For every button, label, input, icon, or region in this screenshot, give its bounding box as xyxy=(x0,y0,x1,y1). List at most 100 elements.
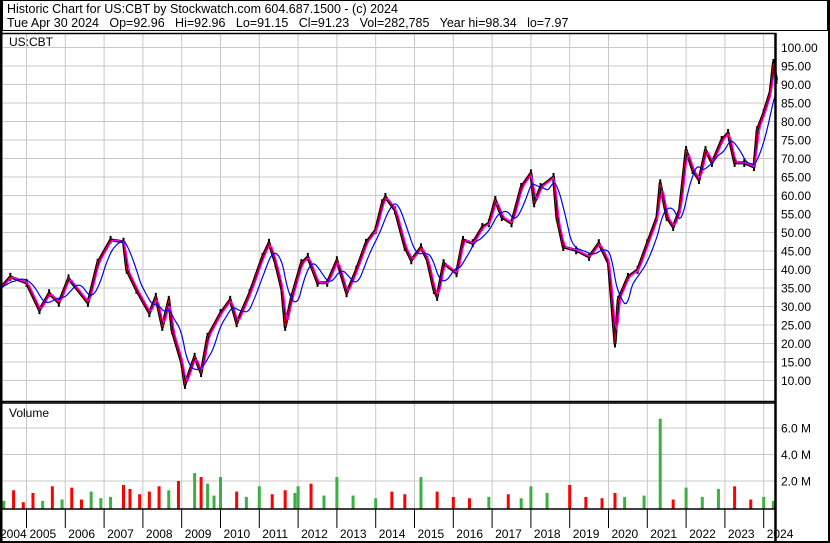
volume-bar xyxy=(600,498,604,509)
volume-bar xyxy=(109,496,113,509)
short-moving-average xyxy=(0,70,776,382)
year-label: 2015 xyxy=(418,527,445,541)
volume-bar xyxy=(199,477,203,509)
volume-bar xyxy=(435,491,439,509)
year-label: 2010 xyxy=(224,527,251,541)
chart-title: Historic Chart for US:CBT by Stockwatch.… xyxy=(7,2,398,16)
volume-bars xyxy=(2,418,775,509)
volume-axis: 6.0 M 4.0 M 2.0 M xyxy=(781,422,811,489)
volume-bar xyxy=(167,490,171,509)
volume-bar xyxy=(309,483,313,509)
price-tick-label: 20.00 xyxy=(781,337,811,351)
volume-bar xyxy=(193,473,197,509)
volume-bar xyxy=(257,486,261,509)
price-tick-label: 95.00 xyxy=(781,60,811,74)
price-tick-label: 55.00 xyxy=(781,208,811,222)
volume-bar xyxy=(568,484,572,509)
volume-bar xyxy=(374,498,378,509)
volume-bar xyxy=(206,483,210,509)
volume-bar xyxy=(623,496,627,509)
price-tick-label: 85.00 xyxy=(781,97,811,111)
volume-bar xyxy=(60,499,64,509)
year-label: 2016 xyxy=(456,527,483,541)
year-label: 2022 xyxy=(689,527,716,541)
volume-bar xyxy=(270,494,274,509)
year-label: 2023 xyxy=(728,527,755,541)
year-label: 2004 xyxy=(0,527,27,541)
volume-bar xyxy=(700,496,704,509)
long-moving-average xyxy=(0,96,776,371)
price-series xyxy=(0,59,778,389)
price-tick-label: 60.00 xyxy=(781,189,811,203)
volume-bar xyxy=(293,492,297,509)
volume-bar xyxy=(12,490,16,509)
year-label: 2006 xyxy=(68,527,95,541)
volume-bar xyxy=(322,495,326,509)
year-label: 2011 xyxy=(262,527,288,541)
volume-tick-label: 4.0 M xyxy=(781,448,811,462)
volume-bar xyxy=(2,500,6,509)
volume-bar xyxy=(283,490,287,509)
date-axis: 2004 2005 2006 2007 2008 2009 2010 2011 2012 2013… xyxy=(0,509,794,541)
volume-bar xyxy=(31,492,35,509)
volume-bar xyxy=(733,486,737,509)
volume-bar xyxy=(157,486,161,509)
volume-bar xyxy=(584,496,588,509)
price-tick-label: 80.00 xyxy=(781,115,811,129)
volume-panel-label: Volume xyxy=(9,406,49,420)
year-label: 2024 xyxy=(767,527,794,541)
price-tick-label: 75.00 xyxy=(781,134,811,148)
volume-bar xyxy=(212,495,216,509)
volume-bar xyxy=(99,498,103,509)
price-tick-label: 25.00 xyxy=(781,319,811,333)
volume-bar xyxy=(529,486,533,509)
chart-header: Historic Chart for US:CBT by Stockwatch.… xyxy=(0,0,828,31)
volume-bar xyxy=(658,418,662,509)
volume-bar xyxy=(79,499,83,509)
price-tick-label: 70.00 xyxy=(781,152,811,166)
volume-bar xyxy=(21,502,25,509)
year-label: 2013 xyxy=(340,527,367,541)
volume-bar xyxy=(642,495,646,509)
volume-tick-label: 6.0 M xyxy=(781,422,811,436)
volume-bar xyxy=(41,500,45,509)
price-tick-label: 50.00 xyxy=(781,226,811,240)
volume-bar xyxy=(716,488,720,509)
volume-bar xyxy=(671,499,675,509)
price-tick-label: 100.00 xyxy=(781,41,818,55)
year-label: 2017 xyxy=(495,527,522,541)
volume-bar xyxy=(50,486,54,509)
volume-bar xyxy=(762,496,766,509)
year-label: 2005 xyxy=(30,527,57,541)
volume-bar xyxy=(176,481,180,509)
price-tick-label: 35.00 xyxy=(781,282,811,296)
volume-bar xyxy=(749,499,753,509)
volume-bar xyxy=(128,488,132,509)
year-label: 2018 xyxy=(534,527,561,541)
volume-bar xyxy=(351,495,355,509)
volume-bar xyxy=(771,500,775,509)
symbol-label: US:CBT xyxy=(9,35,54,49)
volume-bar xyxy=(244,496,248,509)
volume-bar xyxy=(467,498,471,509)
price-axis: 100.00 95.00 90.00 85.00 80.00 75.00 70.00 65.0… xyxy=(781,41,818,388)
year-label: 2008 xyxy=(146,527,173,541)
price-tick-label: 10.00 xyxy=(781,374,811,388)
volume-bar xyxy=(138,494,142,509)
volume-bar xyxy=(390,491,394,509)
price-tick-label: 15.00 xyxy=(781,356,811,370)
year-label: 2009 xyxy=(185,527,212,541)
volume-bar xyxy=(89,491,93,509)
volume-bar xyxy=(613,492,617,509)
year-label: 2021 xyxy=(650,527,677,541)
price-panel-border xyxy=(0,32,777,403)
quote-summary: Tue Apr 30 2024 Op=92.96 Hi=92.96 Lo=91.… xyxy=(7,16,569,30)
volume-bar xyxy=(684,487,688,509)
price-tick-label: 65.00 xyxy=(781,171,811,185)
volume-bar xyxy=(296,486,300,509)
year-label: 2019 xyxy=(573,527,600,541)
price-tick-label: 45.00 xyxy=(781,245,811,259)
